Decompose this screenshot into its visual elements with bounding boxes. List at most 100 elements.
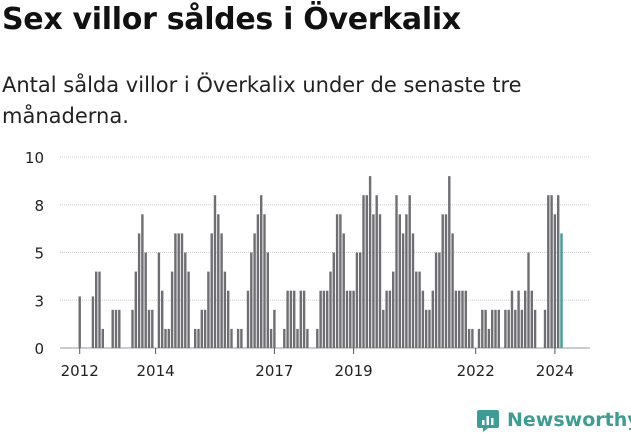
bar xyxy=(368,176,372,348)
bar xyxy=(375,195,378,348)
bar xyxy=(428,309,431,348)
bar xyxy=(260,195,263,348)
bar xyxy=(382,309,385,348)
bar xyxy=(210,233,213,348)
y-tick-label: 5 xyxy=(34,245,44,263)
bar xyxy=(434,252,438,348)
bar xyxy=(101,328,104,348)
bar xyxy=(553,214,557,348)
bar xyxy=(256,214,260,348)
bar xyxy=(147,309,151,348)
bar xyxy=(441,214,444,348)
bar xyxy=(289,290,293,348)
bar xyxy=(332,252,335,348)
x-axis-ticks: 2012 2014 2017 2019 2022 2024 xyxy=(61,348,574,380)
bar xyxy=(421,290,425,348)
bar xyxy=(187,271,190,348)
bar xyxy=(177,233,180,348)
bar xyxy=(431,290,434,348)
bar xyxy=(408,195,411,348)
bar xyxy=(487,328,491,348)
bar xyxy=(174,233,177,348)
annotation: 6 xyxy=(565,0,578,6)
newsworthy-logo-icon xyxy=(477,410,499,432)
bar xyxy=(329,271,332,348)
bar xyxy=(355,252,359,348)
bar xyxy=(550,195,553,348)
bar xyxy=(458,290,461,348)
bar xyxy=(266,252,269,348)
bar xyxy=(524,290,527,348)
bar xyxy=(464,290,467,348)
bar xyxy=(415,271,418,348)
bar xyxy=(246,290,250,348)
bar xyxy=(302,290,306,348)
bar xyxy=(494,309,497,348)
bar xyxy=(411,233,415,348)
bar xyxy=(78,296,81,348)
bar xyxy=(543,309,547,348)
bar xyxy=(322,290,326,348)
bar xyxy=(180,233,184,348)
x-tick-label: 2019 xyxy=(335,362,373,380)
bar xyxy=(398,214,401,348)
bar xyxy=(114,309,118,348)
x-tick-label: 2012 xyxy=(61,362,99,380)
bar xyxy=(194,328,197,348)
x-tick-label: 2017 xyxy=(255,362,293,380)
bar xyxy=(392,271,395,348)
bar xyxy=(365,195,368,348)
bar xyxy=(164,328,167,348)
bar xyxy=(520,309,524,348)
bar xyxy=(134,271,137,348)
bar xyxy=(342,233,345,348)
bar xyxy=(319,290,322,348)
bar xyxy=(170,271,174,348)
bar xyxy=(401,233,405,348)
chart-subtitle: Antal sålda villor i Överkalix under de … xyxy=(2,73,522,128)
bar xyxy=(530,290,533,348)
bar xyxy=(296,328,299,348)
bar xyxy=(326,290,329,348)
bar xyxy=(118,309,121,348)
bar xyxy=(316,328,319,348)
bar xyxy=(477,328,481,348)
bar xyxy=(560,233,563,348)
bar xyxy=(514,309,517,348)
bar xyxy=(161,290,164,348)
bar xyxy=(230,328,233,348)
bar xyxy=(184,252,187,348)
bar xyxy=(372,214,375,348)
bar xyxy=(299,290,302,348)
x-tick-label: 2024 xyxy=(536,362,574,380)
bar xyxy=(157,252,161,348)
bar xyxy=(223,271,227,348)
bar xyxy=(510,290,514,348)
bar xyxy=(444,214,448,348)
bar xyxy=(471,328,474,348)
bar xyxy=(405,214,408,348)
bar xyxy=(283,328,286,348)
bar xyxy=(203,309,207,348)
x-tick-label: 2022 xyxy=(457,362,495,380)
bar xyxy=(533,309,537,348)
bar xyxy=(263,214,266,348)
bar xyxy=(220,233,223,348)
bar xyxy=(395,195,398,348)
bar xyxy=(497,309,500,348)
bar xyxy=(504,309,507,348)
bar xyxy=(95,271,98,348)
y-tick-label: 0 xyxy=(34,340,44,358)
bar xyxy=(517,290,520,348)
bar xyxy=(236,328,240,348)
bar xyxy=(111,309,114,348)
bar xyxy=(448,176,451,348)
bar xyxy=(286,290,289,348)
bar xyxy=(91,296,95,348)
bar xyxy=(418,271,421,348)
bar xyxy=(388,290,392,348)
bar xyxy=(345,290,349,348)
newsworthy-logo: Newsworthy xyxy=(476,408,631,432)
bar xyxy=(484,309,487,348)
bar xyxy=(306,328,309,348)
